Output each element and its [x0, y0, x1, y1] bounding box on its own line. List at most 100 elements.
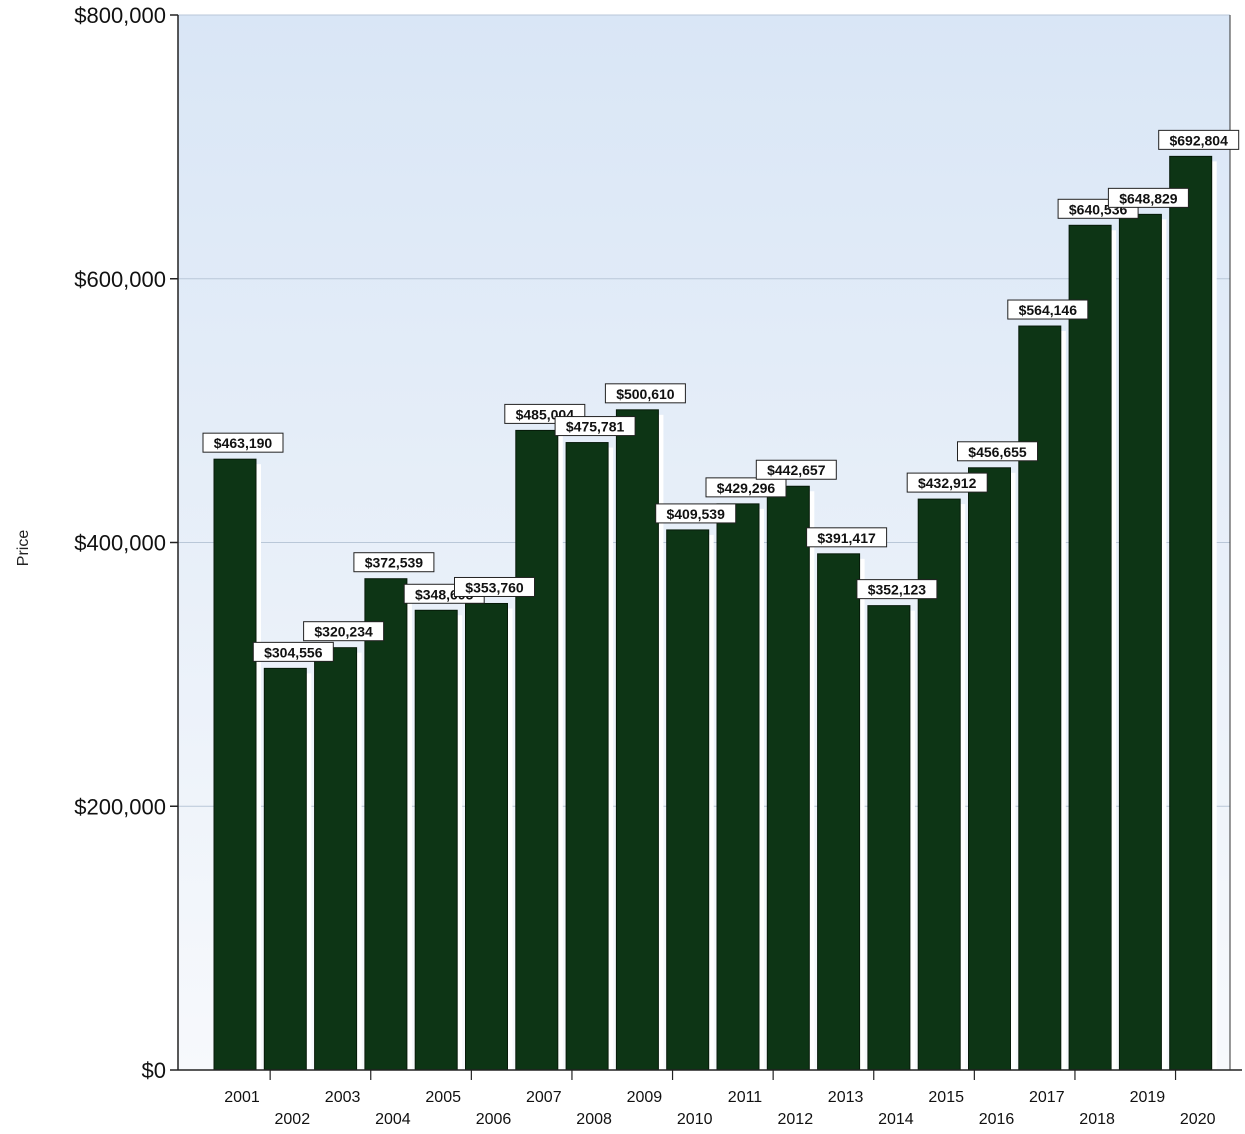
x-tick-label: 2002	[275, 1111, 311, 1128]
bar	[615, 409, 659, 1071]
x-tick-label: 2004	[375, 1111, 411, 1128]
x-tick-label: 2015	[928, 1089, 964, 1106]
data-label: $432,912	[906, 472, 988, 493]
data-label-text: $304,556	[264, 644, 323, 660]
x-tick-label: 2019	[1130, 1089, 1166, 1106]
bar	[1118, 213, 1162, 1071]
data-label-text: $352,123	[868, 582, 927, 598]
y-tick-label: $200,000	[74, 794, 166, 819]
x-tick-label: 2016	[979, 1111, 1015, 1128]
x-tick-label: 2008	[576, 1111, 612, 1128]
data-label: $353,760	[454, 576, 535, 597]
data-label: $372,539	[353, 552, 435, 573]
data-label-box	[1107, 187, 1189, 208]
data-label-text: $320,234	[314, 624, 373, 640]
bar	[414, 609, 458, 1071]
data-label-box	[705, 477, 787, 498]
data-label-box	[755, 459, 837, 480]
y-tick-label: $0	[142, 1058, 166, 1083]
data-label-text: $648,829	[1119, 190, 1178, 206]
bar	[1068, 224, 1112, 1071]
x-tick-label: 2018	[1079, 1111, 1115, 1128]
bar	[666, 529, 710, 1071]
bars	[213, 155, 1217, 1071]
data-label-text: $372,539	[365, 555, 424, 571]
bar	[766, 485, 810, 1071]
data-labels: $463,190$304,556$320,234$372,539$348,605…	[202, 129, 1240, 662]
data-label-text: $409,539	[666, 506, 725, 522]
data-label-text: $564,146	[1019, 302, 1078, 318]
x-tick-label: 2010	[677, 1111, 713, 1128]
data-label-box	[1007, 299, 1089, 320]
data-label-box	[202, 432, 284, 453]
y-tick-label: $800,000	[74, 3, 166, 28]
data-label: $692,804	[1158, 129, 1240, 150]
data-label-text: $456,655	[968, 444, 1027, 460]
data-label: $320,234	[303, 621, 385, 642]
x-tick-label: 2006	[476, 1111, 512, 1128]
x-tick-label: 2012	[778, 1111, 814, 1128]
x-tick-label: 2011	[728, 1089, 763, 1106]
bar	[263, 667, 307, 1071]
data-label-box	[655, 503, 737, 524]
y-tick-label: $400,000	[74, 531, 166, 556]
data-label-text: $500,610	[616, 386, 675, 402]
data-label: $442,657	[755, 459, 837, 480]
x-tick-label: 2014	[878, 1111, 914, 1128]
data-label-text: $353,760	[465, 579, 524, 595]
bar	[465, 602, 508, 1071]
data-label-box	[554, 416, 636, 437]
data-label: $475,781	[554, 416, 636, 437]
data-label: $463,190	[202, 432, 284, 453]
x-tick-label: 2003	[325, 1089, 361, 1106]
x-tick-label: 2013	[828, 1089, 864, 1106]
data-label: $456,655	[957, 441, 1038, 462]
data-label: $391,417	[806, 527, 888, 548]
data-label: $485,004	[504, 403, 586, 424]
data-label-box	[252, 641, 334, 662]
data-label-box	[454, 576, 535, 597]
data-label-text: $429,296	[717, 480, 776, 496]
data-label: $429,296	[705, 477, 787, 498]
data-label: $564,146	[1007, 299, 1089, 320]
x-tick-label: 2005	[425, 1089, 461, 1106]
axes: $0 $200,000 $400,000 $600,000 $800,000 2001 20…	[74, 3, 1242, 1128]
x-tick-label: 2001	[224, 1089, 260, 1106]
data-label-box	[957, 441, 1038, 462]
bar	[364, 578, 408, 1071]
bar	[1169, 155, 1213, 1071]
bar	[968, 467, 1011, 1071]
x-tick-label: 2017	[1029, 1089, 1065, 1106]
y-tick-label: $600,000	[74, 267, 166, 292]
data-label: $648,829	[1107, 187, 1189, 208]
data-label-text: $692,804	[1169, 132, 1228, 148]
data-label: $304,556	[252, 641, 334, 662]
data-label: $352,123	[856, 579, 938, 600]
data-label: $409,539	[655, 503, 737, 524]
data-label-box	[353, 552, 435, 573]
bar	[515, 429, 559, 1071]
data-label-box	[303, 621, 385, 642]
data-label-box	[856, 579, 938, 600]
data-label-text: $391,417	[817, 530, 876, 546]
data-label-box	[604, 383, 686, 404]
x-tick-label: 2009	[627, 1089, 663, 1106]
data-label-box	[1158, 129, 1240, 150]
data-label-text: $463,190	[214, 435, 273, 451]
bar	[867, 605, 911, 1071]
bar	[314, 647, 358, 1071]
bar	[1018, 325, 1062, 1071]
bar	[716, 503, 760, 1071]
data-label-box	[906, 472, 988, 493]
data-label-text: $432,912	[918, 475, 977, 491]
y-axis-label: Price	[15, 530, 32, 567]
x-tick-label: 2007	[526, 1089, 562, 1106]
data-label-text: $475,781	[566, 419, 625, 435]
bar	[213, 458, 257, 1071]
data-label-text: $442,657	[767, 462, 826, 478]
data-label: $500,610	[604, 383, 686, 404]
x-tick-label: 2020	[1180, 1111, 1216, 1128]
bar	[817, 553, 861, 1071]
